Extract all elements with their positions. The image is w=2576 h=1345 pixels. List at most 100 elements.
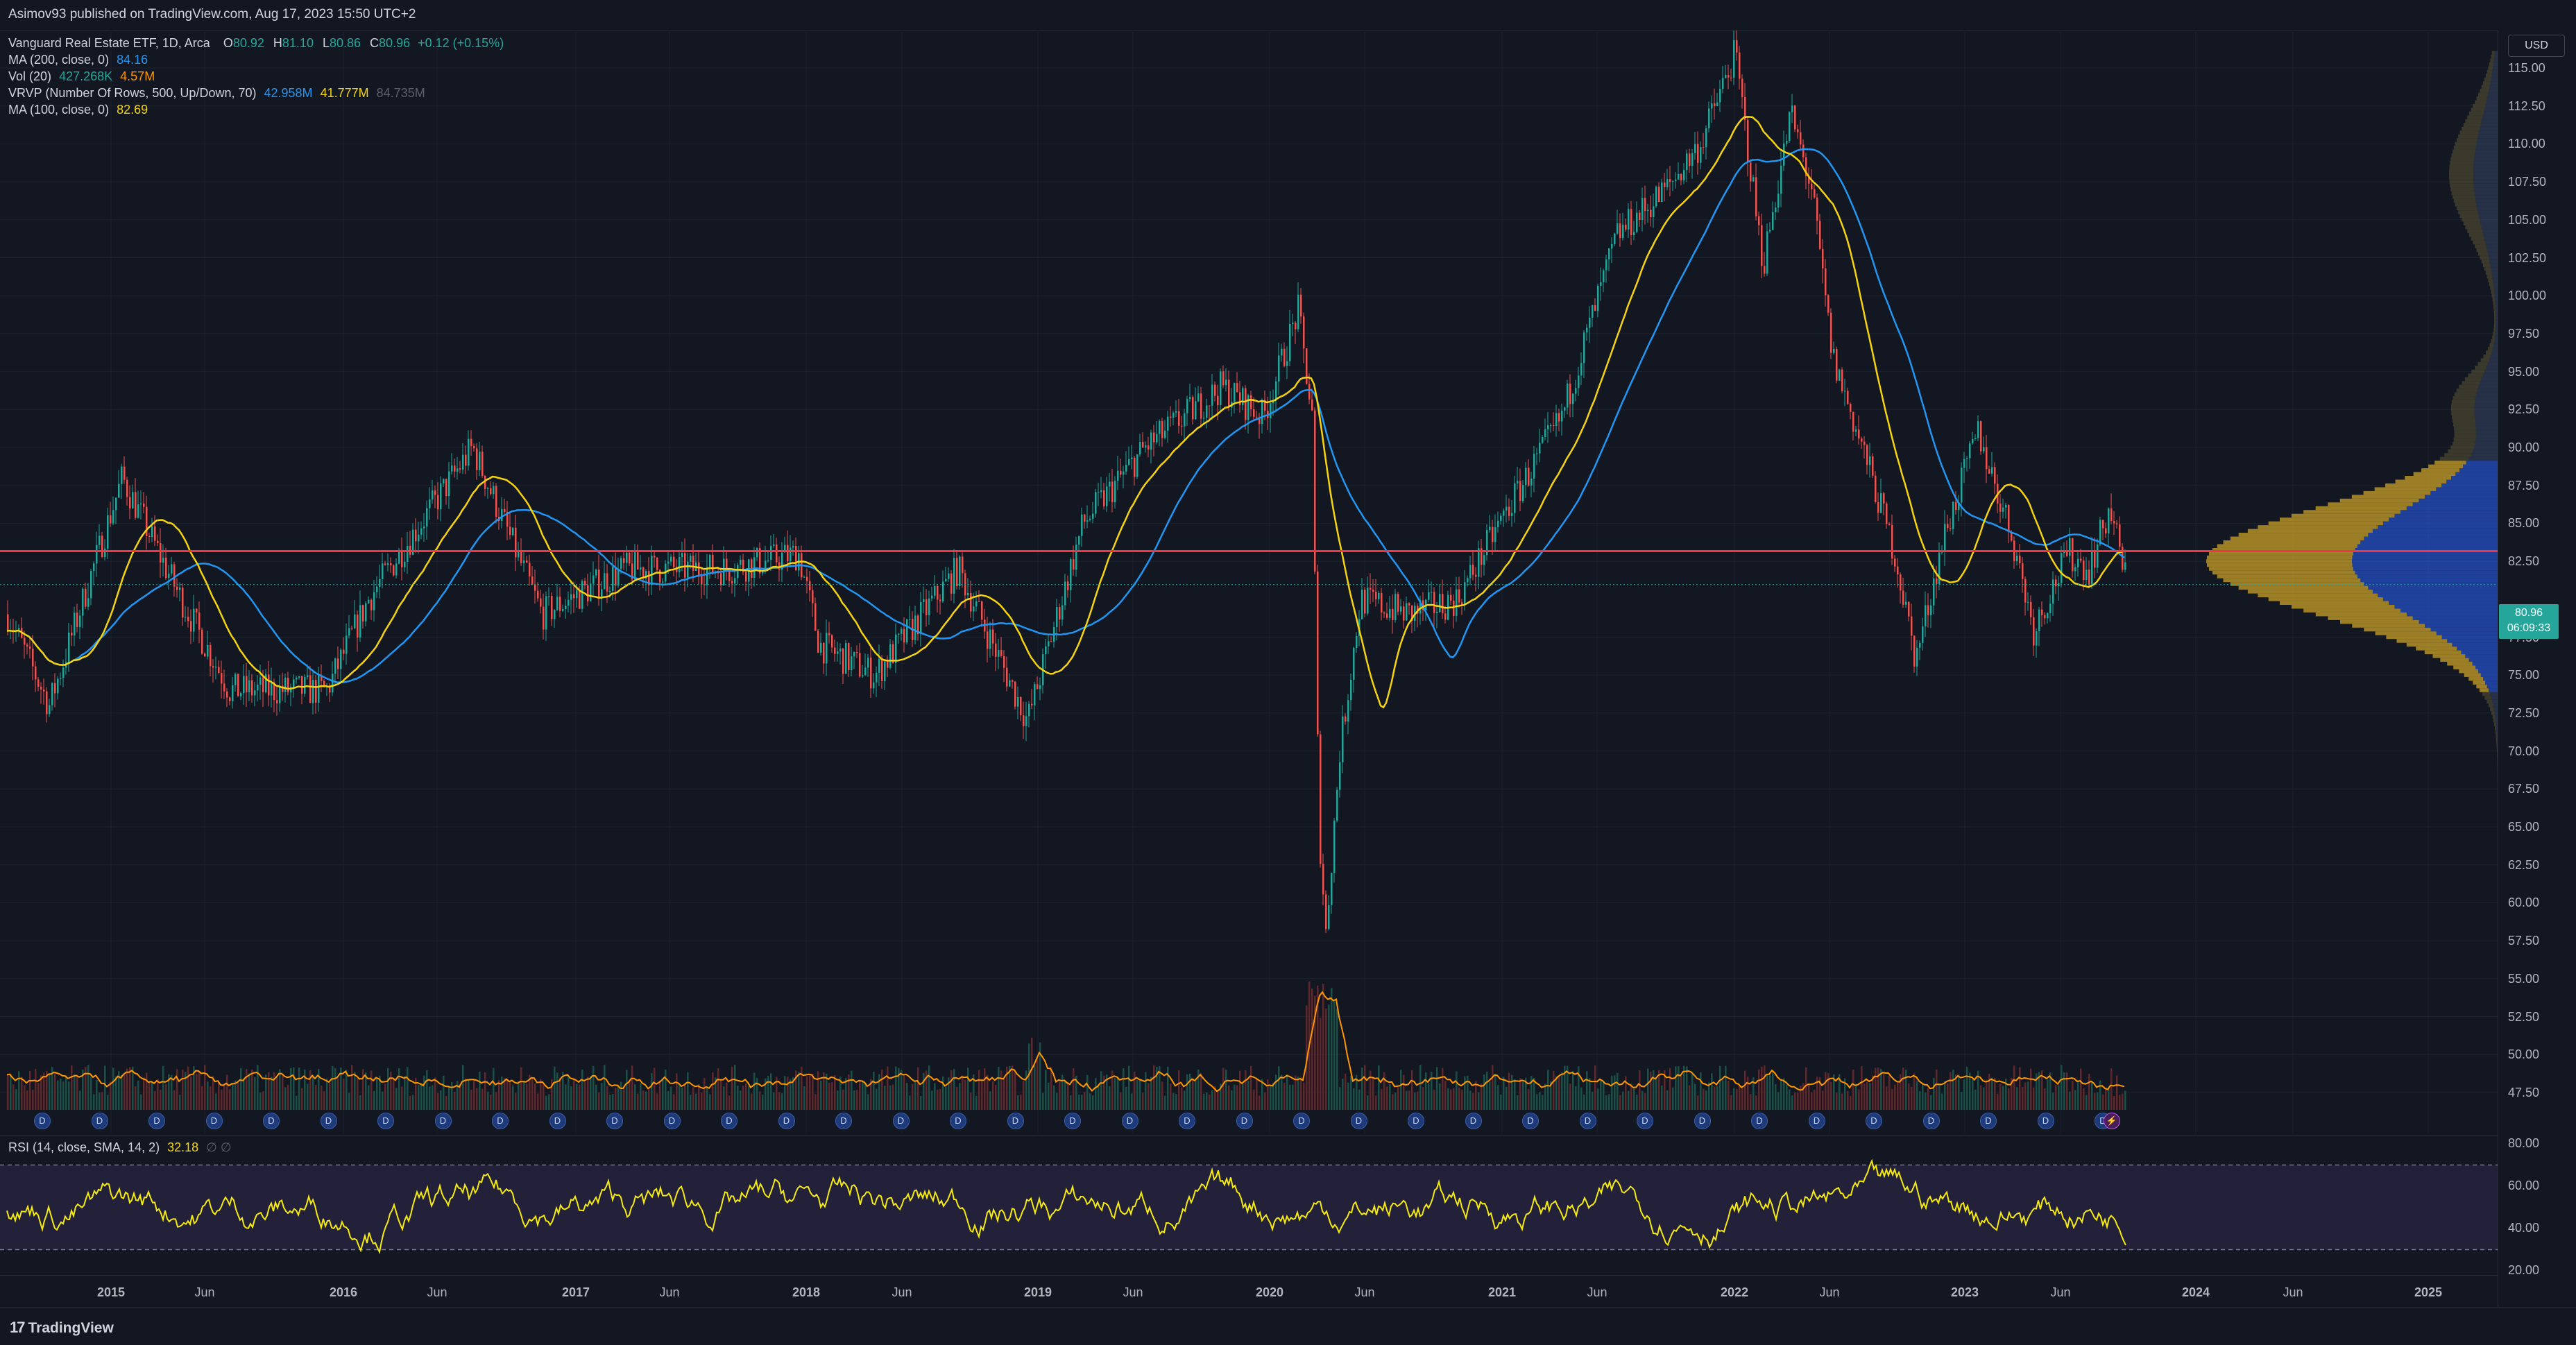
volume-bar [276,1077,278,1110]
dividend-badge[interactable]: D [1351,1113,1367,1129]
ma200-label: MA (200, close, 0) [8,53,109,67]
dividend-badge[interactable]: D [1923,1113,1940,1129]
currency-button[interactable]: USD [2508,35,2565,57]
dividend-badge[interactable]: D [1064,1113,1081,1129]
volume-bar [1875,1068,1877,1110]
dividend-badge[interactable]: D [435,1113,452,1129]
dividend-badge[interactable]: D [1293,1113,1310,1129]
vrvp-up-bar [2479,130,2498,134]
candle-body [962,556,964,573]
vrvp-down-bar [2488,66,2493,69]
candle-body [573,594,575,599]
volume-bar [237,1083,239,1110]
vrvp-down-bar [2493,332,2495,335]
dividend-badge[interactable]: D [1751,1113,1768,1129]
dividend-badge[interactable]: D [34,1113,51,1129]
candle-body [1472,565,1474,574]
rsi-legend[interactable]: RSI (14, close, SMA, 14, 2) 32.18 ∅ ∅ [8,1140,232,1155]
volume-bar [1394,1093,1397,1110]
ma100-legend-row[interactable]: MA (100, close, 0) 82.69 [8,101,504,118]
volume-bar [576,1084,578,1110]
volume-bar [1858,1089,1860,1110]
volume-ma-value: 4.57M [120,69,155,83]
dividend-badge[interactable]: D [321,1113,337,1129]
candle-body [254,690,256,695]
volume-bar [1794,1093,1796,1110]
dividend-badge[interactable]: D [1809,1113,1825,1129]
vrvp-down-bar [2486,74,2492,77]
volume-bar [2077,1081,2079,1110]
volume-bar [1583,1095,1585,1110]
lightning-icon[interactable]: ⚡ [2104,1113,2120,1129]
dividend-badge[interactable]: D [1522,1113,1539,1129]
dividend-badge[interactable]: D [92,1113,108,1129]
candle-body [809,581,811,590]
dividend-badge[interactable]: D [1007,1113,1024,1129]
ma200-legend-row[interactable]: MA (200, close, 0) 84.16 [8,51,504,68]
dividend-badge[interactable]: D [1465,1113,1482,1129]
dividend-badge[interactable]: D [1980,1113,1997,1129]
volume-bar [1700,1072,1702,1110]
dividend-badge[interactable]: D [377,1113,394,1129]
dividend-badge[interactable]: D [1866,1113,1882,1129]
volume-bar [293,1068,295,1110]
dividend-badge[interactable]: D [1236,1113,1253,1129]
dividend-badge[interactable]: D [1580,1113,1596,1129]
dividend-badge[interactable]: D [549,1113,566,1129]
candle-body [1994,467,1996,483]
candle-body [1020,697,1022,715]
dividend-badge[interactable]: D [148,1113,165,1129]
candle-body [1508,507,1510,516]
dividend-badge[interactable]: D [721,1113,737,1129]
dividend-badge[interactable]: D [835,1113,852,1129]
vrvp-down-bar [2483,264,2491,267]
rsi-pane[interactable] [0,1135,2498,1274]
dividend-badge[interactable]: D [492,1113,509,1129]
price-tick: 105.00 [2508,213,2546,228]
volume-bar [1628,1091,1630,1110]
volume-bar [753,1072,756,1110]
price-tick: 85.00 [2508,516,2539,531]
price-chart-pane[interactable] [0,31,2498,1133]
candle-body [1572,394,1574,404]
vrvp-down-bar [2453,195,2475,198]
dividend-badge[interactable]: D [1408,1113,1424,1129]
symbol-legend-row[interactable]: Vanguard Real Estate ETF, 1D, Arca O80.9… [8,35,504,51]
volume-bar [1958,1074,1960,1110]
dividend-badge[interactable]: D [606,1113,623,1129]
dividend-badge[interactable]: D [1694,1113,1711,1129]
dividend-badge[interactable]: D [2038,1113,2054,1129]
vrvp-up-bar [2463,465,2498,468]
dividend-badge[interactable]: D [1122,1113,1138,1129]
vrvp-down-bar [2488,279,2493,282]
vrvp-down-bar [2484,696,2491,699]
candle-body [906,619,908,642]
vrvp-legend-row[interactable]: VRVP (Number Of Rows, 500, Up/Down, 70) … [8,85,504,101]
dividend-badge[interactable]: D [778,1113,795,1129]
candle-body [1886,504,1888,524]
dividend-badge[interactable]: D [664,1113,681,1129]
candle-body [1217,396,1219,405]
volume-bar [210,1086,212,1110]
candle-body [1711,103,1713,108]
candle-body [68,633,70,662]
candle-body [1128,459,1130,465]
dividend-badge[interactable]: D [263,1113,280,1129]
dividend-badge[interactable]: D [1637,1113,1653,1129]
volume-legend-row[interactable]: Vol (20) 427.268K 4.57M [8,68,504,85]
price-tick: 112.50 [2508,99,2545,114]
dividend-badge[interactable]: D [950,1113,966,1129]
dividend-badge[interactable]: D [893,1113,910,1129]
candle-body [226,692,228,698]
volume-bar [1228,1086,1230,1110]
vrvp-down-bar [2223,579,2360,582]
vrvp-down-bar [2303,608,2400,612]
volume-bar [518,1081,520,1110]
vrvp-down-bar [2491,711,2494,714]
vrvp-up-bar [2481,377,2498,381]
dividend-badge[interactable]: D [1179,1113,1195,1129]
dividend-badge[interactable]: D [206,1113,223,1129]
